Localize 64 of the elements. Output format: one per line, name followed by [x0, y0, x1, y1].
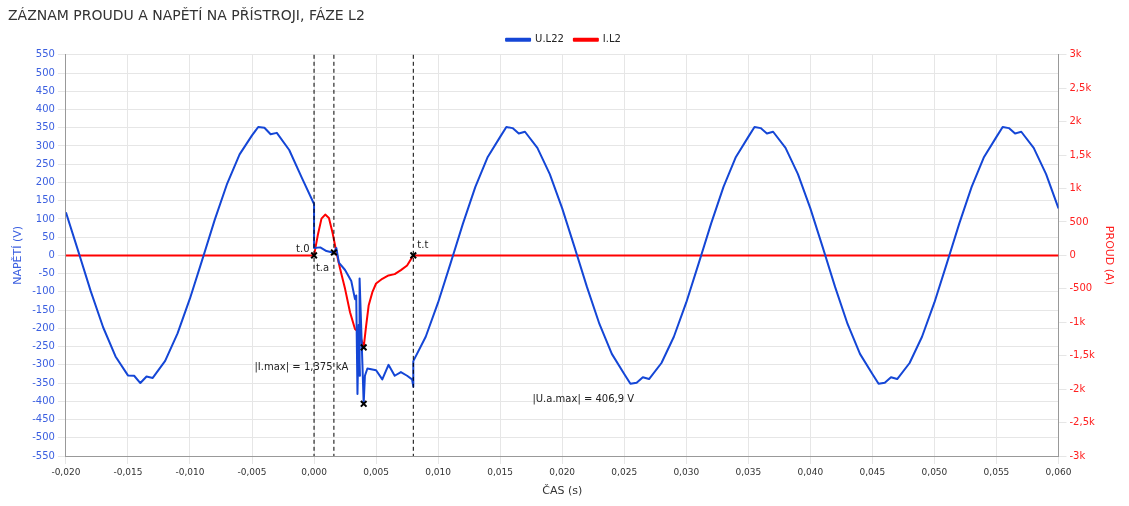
y2-tick-label: -1,5k: [1069, 349, 1096, 361]
x-tick-label: -0,010: [175, 466, 205, 477]
y2-tick-label: -500: [1069, 282, 1093, 294]
y-tick-label: 250: [35, 157, 55, 169]
y-axis-title: NAPĚTÍ (V): [11, 225, 25, 285]
x-tick-label: 0,020: [549, 466, 576, 477]
y-tick-label: 350: [35, 121, 55, 133]
chart-title: ZÁZNAM PROUDU A NAPĚTÍ NA PŘÍSTROJI, FÁZE L2: [8, 7, 365, 24]
y2-tick-label: 3k: [1069, 48, 1082, 60]
y-tick-label: 100: [35, 212, 55, 224]
x-tick-label: 0,000: [301, 466, 328, 477]
x-tick-label: -0,020: [51, 466, 81, 477]
x-tick-label: 0,040: [797, 466, 824, 477]
y2-tick-label: -3k: [1069, 449, 1086, 461]
annotation: |U.a.max| = 406,9 V: [532, 393, 635, 406]
y-tick-label: -50: [38, 267, 55, 279]
y2-tick-label: 0: [1069, 248, 1076, 260]
y-tick-label: -350: [32, 376, 55, 388]
y-tick-label: -200: [32, 321, 55, 333]
y2-tick-label: 2,5k: [1069, 81, 1092, 93]
y-tick-label: 200: [35, 176, 55, 188]
legend-label: U.L22: [535, 33, 564, 45]
y2-tick-label: -2,5k: [1069, 416, 1096, 428]
x-tick-label: 0,010: [425, 466, 452, 477]
y-tick-label: 550: [35, 48, 55, 60]
y-tick-label: -450: [32, 413, 55, 425]
y-tick-label: -100: [32, 285, 55, 297]
y2-axis-title: PROUD (A): [1102, 225, 1116, 285]
x-tick-label: 0,005: [363, 466, 389, 477]
y2-tick-label: -2k: [1069, 382, 1086, 394]
y2-tick-label: -1k: [1069, 315, 1086, 327]
y-tick-label: -500: [32, 431, 55, 443]
y-tick-label: 400: [35, 103, 55, 115]
x-tick-label: 0,060: [1045, 466, 1072, 477]
x-tick-label: 0,025: [611, 466, 638, 477]
y-tick-label: -150: [32, 303, 55, 315]
x-tick-label: 0,050: [921, 466, 948, 477]
y-tick-label: 450: [35, 84, 55, 96]
x-tick-label: -0,005: [237, 466, 267, 477]
x-tick-label: 0,055: [983, 466, 1010, 477]
x-axis-title: ČAS (s): [542, 484, 583, 498]
annotation: t.a: [315, 262, 330, 274]
y-tick-label: 500: [35, 66, 55, 78]
y-tick-label: 150: [35, 194, 55, 206]
x-tick-label: 0,030: [673, 466, 700, 477]
x-tick-label: 0,015: [487, 466, 514, 477]
x-tick-label: 0,035: [735, 466, 762, 477]
y-tick-label: -300: [32, 358, 55, 370]
y-tick-label: 50: [42, 230, 55, 242]
y2-tick-label: 2k: [1069, 115, 1082, 127]
annotation: t.t: [417, 238, 429, 250]
x-tick-label: -0,015: [113, 466, 143, 477]
y-tick-label: -250: [32, 340, 55, 352]
y2-tick-label: 1k: [1069, 182, 1082, 194]
y-tick-label: 300: [35, 139, 55, 151]
y2-tick-label: 500: [1069, 215, 1089, 227]
annotation: |I.max| = 1,375 kA: [254, 361, 349, 374]
y-tick-label: -400: [32, 394, 55, 406]
y-tick-label: 0: [48, 248, 55, 260]
y2-tick-label: 1,5k: [1069, 148, 1092, 160]
x-tick-label: 0,045: [859, 466, 886, 477]
legend-label: I.L2: [602, 33, 621, 45]
y-tick-label: -550: [32, 449, 55, 461]
annotation: t.0: [296, 242, 310, 254]
